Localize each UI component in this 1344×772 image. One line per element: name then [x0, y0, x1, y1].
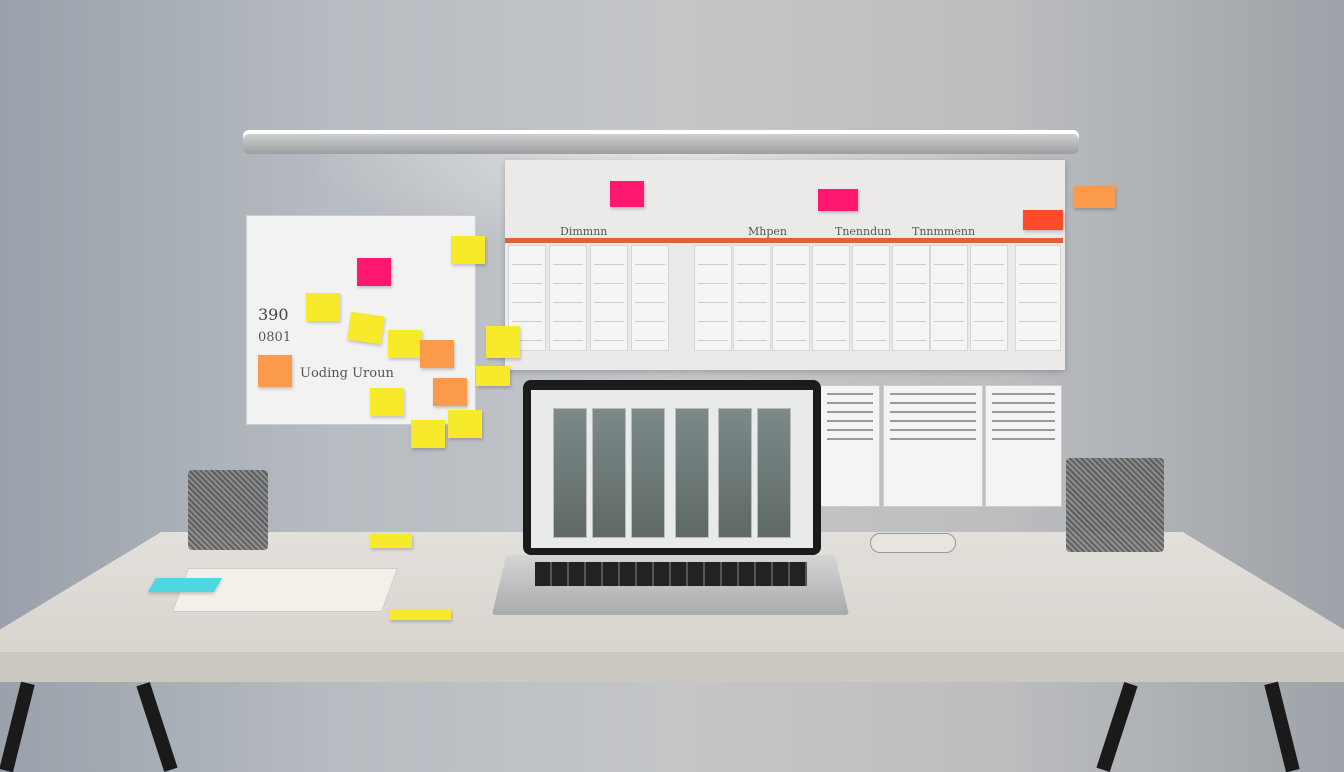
sticky-note	[610, 181, 644, 207]
desk-leg	[0, 681, 35, 772]
desk-edge	[0, 652, 1344, 682]
planner-column	[812, 245, 850, 351]
sticky-note	[357, 258, 391, 286]
pen-holder	[188, 470, 268, 550]
desk-leg	[1096, 682, 1138, 772]
sticky-note	[420, 340, 454, 368]
planner-column	[694, 245, 732, 351]
planner-column	[1015, 245, 1061, 351]
screen-column	[592, 408, 626, 538]
whiteboard-number: 0801	[258, 330, 292, 345]
planner-header: Mhpen	[748, 225, 787, 238]
planner-column	[549, 245, 587, 351]
whiteboard-label: Uoding Uroun	[300, 366, 394, 381]
planner-column	[733, 245, 771, 351]
screen-column	[718, 408, 752, 538]
planner-column	[631, 245, 669, 351]
planner-column	[970, 245, 1008, 351]
sticky-note	[306, 293, 340, 321]
sticky-note	[486, 326, 520, 358]
sticky-note	[1023, 210, 1063, 230]
screen-column	[631, 408, 665, 538]
planner-column	[772, 245, 810, 351]
sticky-note	[433, 378, 467, 406]
planner-header: Tnnmmenn	[912, 225, 976, 238]
sticky-note	[389, 609, 451, 620]
pen-holder	[1066, 458, 1164, 552]
sticky-note	[258, 355, 292, 387]
planner-column	[590, 245, 628, 351]
screen-column	[553, 408, 587, 538]
sticky-note	[1073, 186, 1115, 208]
sticky-note	[147, 578, 223, 592]
planner-column	[892, 245, 930, 351]
desk-leg	[1264, 681, 1300, 772]
planner-column	[852, 245, 890, 351]
schedule-sheet	[883, 385, 983, 507]
keyboard	[535, 562, 807, 586]
sticky-note	[476, 366, 510, 386]
wall-lamp	[243, 130, 1079, 154]
whiteboard-number: 390	[258, 305, 289, 324]
planner-column	[930, 245, 968, 351]
sticky-note	[347, 311, 385, 345]
mouse	[870, 533, 956, 553]
sticky-note	[370, 534, 412, 548]
sticky-note	[818, 189, 858, 211]
planner-header: Tnenndun	[835, 225, 892, 238]
sticky-note	[451, 236, 485, 264]
sticky-note	[388, 330, 422, 358]
sticky-note	[448, 410, 482, 438]
desk-leg	[136, 682, 178, 772]
schedule-sheet	[820, 385, 880, 507]
sticky-note	[370, 388, 404, 416]
sticky-note	[411, 420, 445, 448]
screen-column	[675, 408, 709, 538]
planner-header-line	[505, 238, 1063, 243]
screen-column	[757, 408, 791, 538]
planner-header: Dimmnn	[560, 225, 608, 238]
schedule-sheet	[985, 385, 1062, 507]
